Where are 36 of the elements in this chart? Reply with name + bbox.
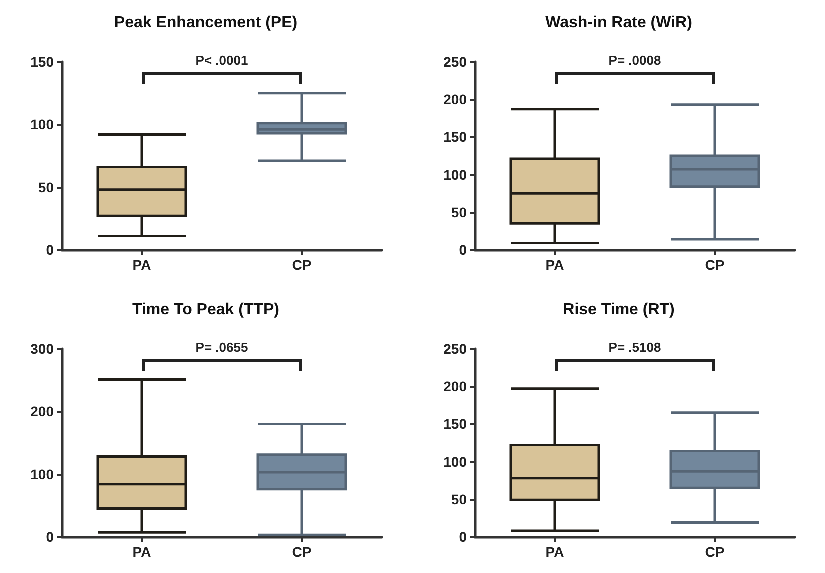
chart-title: Wash-in Rate (WiR)	[546, 14, 692, 32]
y-tick-label: 100	[30, 466, 54, 482]
annotation: P= .0655	[196, 340, 248, 355]
y-tick-label: 50	[451, 491, 468, 508]
y-tick-label: 200	[30, 404, 54, 420]
y-tick-label: 150	[444, 416, 468, 432]
annotation: P= .5108	[608, 340, 662, 355]
y-tick-label: 100	[444, 454, 468, 470]
y-tick-label: 300	[30, 341, 54, 357]
y-tick-label: 0	[459, 529, 468, 545]
x-tick-label: CP	[292, 544, 312, 560]
x-tick-label: PA	[132, 544, 152, 560]
y-tick-label: 150	[30, 54, 54, 70]
x-tick-label: PA	[546, 544, 564, 560]
y-tick-label: 250	[444, 341, 468, 357]
y-tick-label: 250	[444, 54, 468, 70]
y-tick-label: 50	[38, 179, 54, 196]
y-tick-label: 0	[459, 242, 468, 258]
y-tick-label: 50	[451, 204, 468, 220]
y-tick-label: 100	[444, 166, 468, 183]
y-tick-label: 200	[444, 92, 468, 108]
x-tick-label: CP	[705, 257, 725, 273]
x-tick-label: CP	[705, 544, 725, 560]
annotation: P< .0001	[196, 53, 248, 68]
y-tick-label: 100	[30, 116, 54, 133]
y-tick-label: 150	[444, 129, 468, 146]
x-tick-label: CP	[292, 257, 312, 273]
y-tick-label: 200	[444, 378, 468, 395]
y-tick-label: 0	[46, 529, 54, 545]
x-tick-label: PA	[132, 257, 152, 273]
chart-title: Rise Time (RT)	[563, 302, 675, 318]
x-tick-label: PA	[546, 257, 564, 273]
annotation: P= .0008	[608, 53, 662, 68]
chart-title: Time To Peak (TTP)	[132, 302, 280, 318]
chart-title: Peak Enhancement (PE)	[114, 14, 298, 32]
y-tick-label: 0	[46, 242, 54, 258]
